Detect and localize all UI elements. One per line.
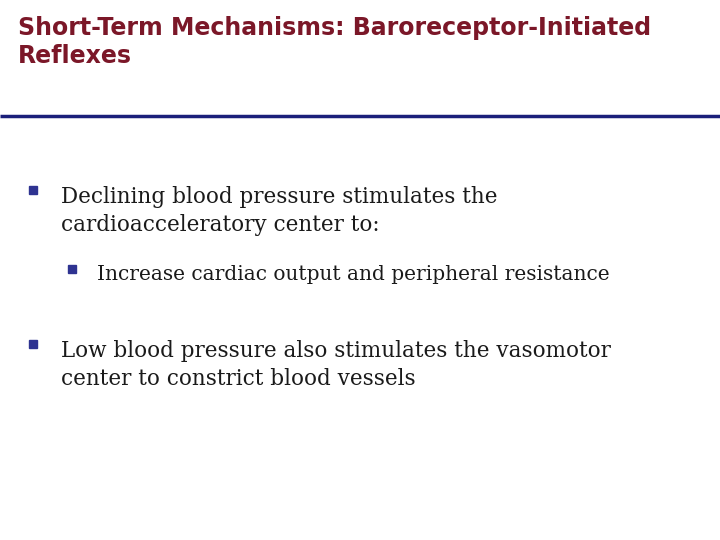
- Text: Increase cardiac output and peripheral resistance: Increase cardiac output and peripheral r…: [97, 265, 610, 285]
- Text: Declining blood pressure stimulates the
cardioacceleratory center to:: Declining blood pressure stimulates the …: [61, 186, 498, 235]
- Text: Low blood pressure also stimulates the vasomotor
center to constrict blood vesse: Low blood pressure also stimulates the v…: [61, 340, 611, 390]
- Text: Short-Term Mechanisms: Baroreceptor-Initiated
Reflexes: Short-Term Mechanisms: Baroreceptor-Init…: [18, 16, 651, 68]
